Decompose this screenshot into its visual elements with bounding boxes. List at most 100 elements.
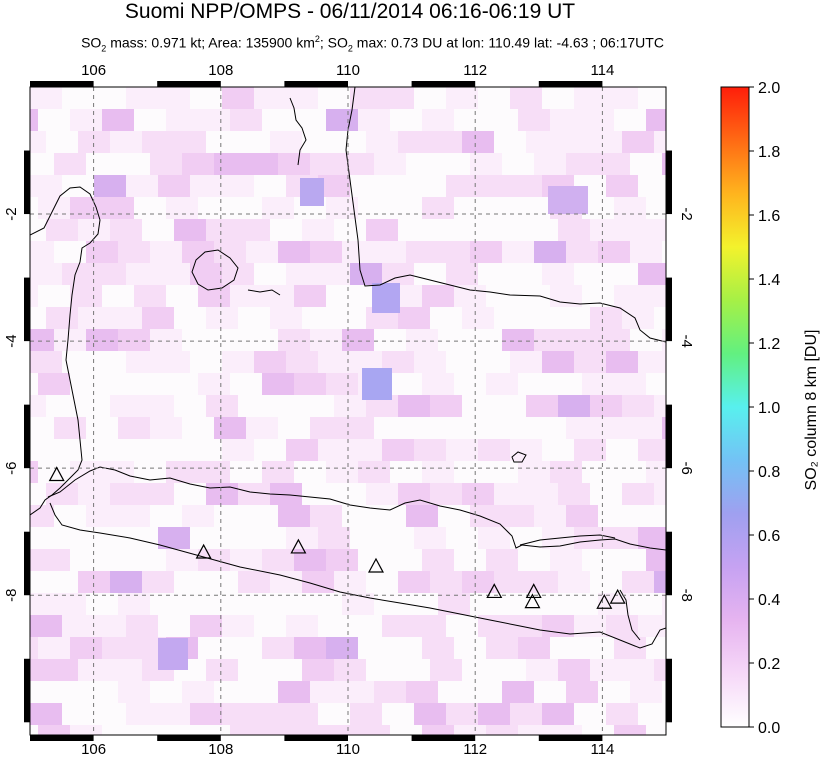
- so2-pixel: [534, 593, 566, 615]
- colorbar-tick-label: 0.0: [758, 720, 780, 737]
- so2-pixel: [406, 329, 438, 351]
- lat-label-right: -4: [678, 334, 695, 347]
- so2-pixel: [422, 461, 454, 483]
- so2-pixel: [270, 219, 302, 241]
- so2-pixel: [30, 615, 62, 637]
- so2-pixel: [270, 307, 302, 329]
- volcano-layer: [48, 466, 626, 609]
- so2-pixel: [158, 439, 190, 461]
- so2-pixel: [254, 439, 286, 461]
- so2-pixel: [590, 131, 622, 153]
- so2-pixel: [550, 109, 582, 131]
- so2-pixel: [110, 131, 142, 153]
- so2-pixel: [550, 725, 582, 735]
- so2-pixel: [478, 439, 510, 461]
- so2-pixel: [94, 175, 126, 197]
- colorbar-tick-label: 1.8: [758, 144, 780, 161]
- so2-pixel: [270, 659, 302, 681]
- lat-label-left: -2: [3, 207, 20, 220]
- so2-pixel: [430, 395, 462, 417]
- so2-pixel: [374, 505, 406, 527]
- so2-pixel: [398, 395, 430, 417]
- so2-pixel: [182, 153, 214, 175]
- so2-pixel: [158, 175, 190, 197]
- so2-pixel: [30, 681, 54, 703]
- so2-pixel: [310, 593, 342, 615]
- so2-pixel: [646, 725, 666, 735]
- so2-pixel: [46, 307, 78, 329]
- so2-pixel: [542, 263, 574, 285]
- so2-pixel: [398, 747, 430, 759]
- so2-pixel: [302, 307, 334, 329]
- so2-pixel: [54, 417, 86, 439]
- lat-label-left: -8: [3, 589, 20, 602]
- so2-pixel: [454, 461, 486, 483]
- so2-pixel: [206, 131, 238, 153]
- so2-pixel: [670, 263, 702, 285]
- so2-pixel: [662, 681, 666, 703]
- so2-pixel: [718, 747, 750, 759]
- so2-pixel: [398, 307, 430, 329]
- so2-pixel: [670, 175, 702, 197]
- so2-pixel: [406, 417, 438, 439]
- so2-pixel: [494, 747, 526, 759]
- so2-pixel: [38, 549, 70, 571]
- so2-pixel: [590, 659, 622, 681]
- so2-pixel: [638, 615, 666, 637]
- so2-pixel: [294, 637, 326, 659]
- so2-pixel: [94, 263, 126, 285]
- area-superscript: 2: [314, 34, 320, 44]
- so2-pixel: [326, 109, 358, 131]
- so2-pixel: [374, 593, 406, 615]
- so2-pixel: [350, 703, 382, 725]
- so2-pixel: [470, 593, 502, 615]
- so2-pixel: [30, 219, 46, 241]
- so2-pixel: [654, 659, 666, 681]
- so2-pixel: [502, 593, 534, 615]
- so2-pixel: [598, 241, 630, 263]
- so2-pixel: [598, 329, 630, 351]
- so2-pixel: [462, 571, 494, 593]
- colorbar-tick-label: 2.0: [758, 80, 780, 97]
- so2-pixel: [262, 197, 294, 219]
- so2-pixel: [30, 571, 46, 593]
- triangle-icon: [367, 557, 384, 573]
- so2-pixel: [454, 109, 486, 131]
- so2-pixel: [310, 153, 342, 175]
- so2-pixel: [374, 417, 406, 439]
- so2-pixel: [30, 153, 54, 175]
- colorbar-ramp: [720, 86, 750, 728]
- so2-pixel: [142, 483, 174, 505]
- so2-pixel: [446, 351, 478, 373]
- so2-pixel: [414, 527, 446, 549]
- so2-pixel: [606, 439, 638, 461]
- so2-pixel: [454, 285, 486, 307]
- so2-pixel: [558, 571, 590, 593]
- so2-pixel: [566, 681, 598, 703]
- so2-pixel: [182, 593, 214, 615]
- so2-pixel: [174, 219, 206, 241]
- so2-pixel: [318, 615, 350, 637]
- so2-pixel: [318, 87, 350, 109]
- lon-label-bottom: 110: [336, 741, 360, 758]
- so2-pixel: [142, 307, 174, 329]
- so2-pixel: [30, 131, 46, 153]
- so2-pixel: [150, 153, 182, 175]
- so2-pixel: [342, 153, 374, 175]
- so2-pixel: [526, 571, 558, 593]
- so2-pixel: [326, 197, 358, 219]
- so2-pixel: [118, 241, 150, 263]
- so2-pixel: [470, 505, 502, 527]
- so2-pixel: [710, 725, 742, 747]
- so2-pixel: [198, 637, 230, 659]
- so2-high-pixel: [362, 368, 392, 400]
- so2-pixel: [662, 593, 666, 615]
- so2-pixel: [126, 703, 158, 725]
- so2-pixel: [526, 483, 558, 505]
- so2-pixel: [382, 439, 414, 461]
- so2-pixel: [254, 87, 286, 109]
- so2-pixel: [542, 351, 574, 373]
- frame-bar-right: [666, 150, 672, 215]
- so2-pixel: [262, 285, 294, 307]
- so2-pixel: [182, 681, 214, 703]
